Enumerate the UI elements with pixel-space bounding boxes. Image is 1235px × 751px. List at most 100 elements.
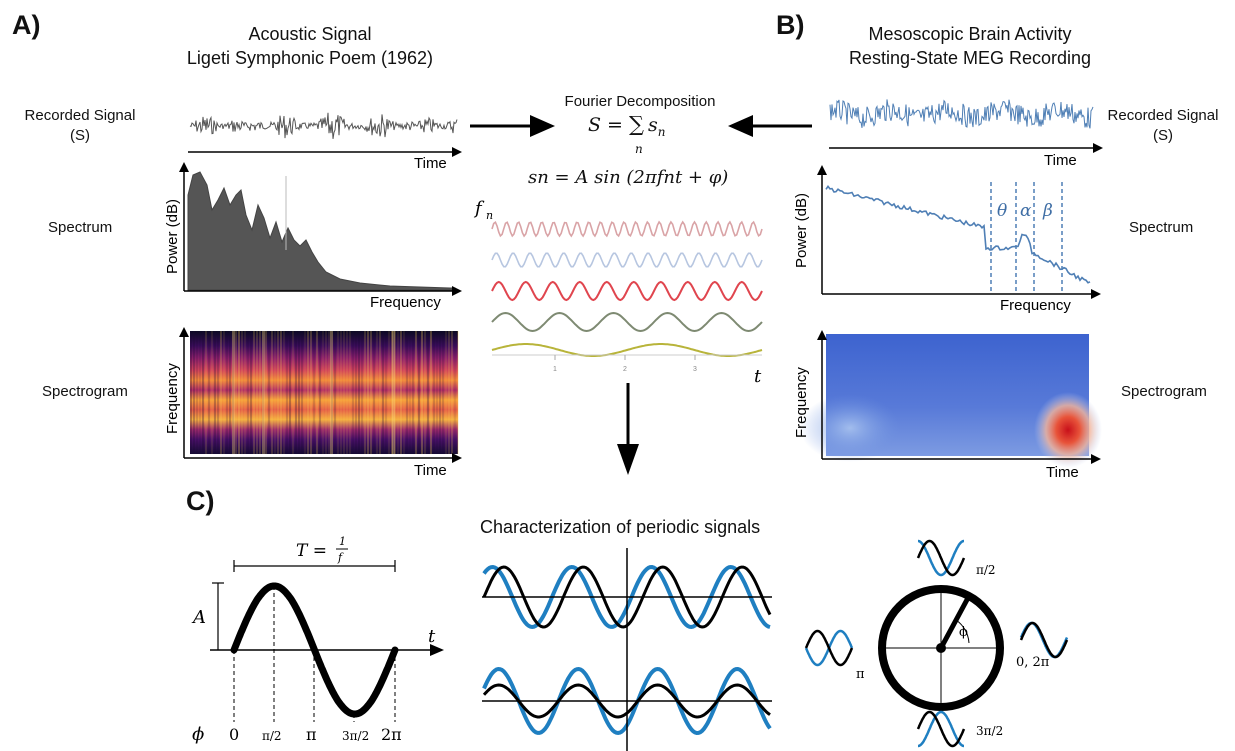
amplitude-label: A xyxy=(191,607,206,628)
spectrogram-column xyxy=(304,331,306,454)
spectrogram-column xyxy=(322,331,324,454)
panel-b-spectrogram-hot-spot xyxy=(1034,392,1102,468)
period-numerator: 1 xyxy=(339,535,346,548)
spectrogram-column xyxy=(238,331,240,454)
sine-t-label: t xyxy=(428,626,436,647)
spectrogram-column xyxy=(256,331,258,454)
fourier-eq1-lhs: S = xyxy=(588,114,630,136)
spectrogram-column xyxy=(331,331,333,454)
spectrogram-column xyxy=(262,331,264,454)
spectrogram-column xyxy=(268,331,270,454)
phase-dial-left-label: π xyxy=(856,667,865,682)
spectrogram-column xyxy=(214,331,216,454)
spectrogram-column xyxy=(337,331,339,454)
spectrogram-column xyxy=(439,331,441,454)
panel-b-signal-time-label: Time xyxy=(1044,152,1077,169)
spectrogram-column xyxy=(208,331,210,454)
spectrogram-column xyxy=(229,331,231,454)
period-label: T = xyxy=(296,541,327,561)
spectrogram-column xyxy=(370,331,372,454)
panel-a-spectrogram-x-label: Time xyxy=(414,462,447,479)
spectrogram-column xyxy=(328,331,330,454)
spectrogram-column xyxy=(334,331,336,454)
spectrogram-column xyxy=(418,331,420,454)
spectrogram-column xyxy=(358,331,360,454)
spectrogram-column xyxy=(454,331,456,454)
spectrogram-column xyxy=(391,331,393,454)
panel-b-signal-label-main: Recorded Signal xyxy=(1107,107,1219,124)
panel-a-spectrum-y-arrow xyxy=(179,162,189,172)
spectrogram-column xyxy=(397,331,399,454)
fourier-heading: Fourier Decomposition xyxy=(564,93,716,110)
spectrogram-column xyxy=(394,331,396,454)
period-denominator: f xyxy=(337,551,344,564)
panel-b-band-beta: β xyxy=(1042,201,1053,221)
panel-a-signal-label-main: Recorded Signal xyxy=(24,107,136,124)
spectrogram-column xyxy=(196,331,198,454)
spectrogram-column xyxy=(376,331,378,454)
panel-b-title-line2: Resting-State MEG Recording xyxy=(848,48,1092,68)
fourier-tick-label-3: 3 xyxy=(693,366,697,373)
spectrogram-column xyxy=(292,331,294,454)
panel-a-spectrogram-y-arrow xyxy=(179,327,189,337)
fourier-component-wave xyxy=(491,252,763,268)
dial-left-wave-black xyxy=(804,629,854,667)
phase-dial-angle-arc xyxy=(955,619,970,644)
spectrogram-column xyxy=(448,331,450,454)
spectrogram-column xyxy=(295,331,297,454)
spectrogram-column xyxy=(457,331,459,454)
spectrogram-column xyxy=(205,331,207,454)
sine-time-arrow xyxy=(430,644,444,656)
fourier-tick-label-1: 1 xyxy=(553,366,557,373)
panel-a-spectrum-y-label: Power (dB) xyxy=(164,199,181,274)
spectrogram-column xyxy=(382,331,384,454)
spectrogram-column xyxy=(442,331,444,454)
spectrogram-column xyxy=(274,331,276,454)
panel-a-title-line1: Acoustic Signal xyxy=(248,24,372,44)
panel-a-signal-label-sub: (S) xyxy=(70,127,90,144)
fourier-equation-2: sn = A sin (2πfnt + φ) xyxy=(528,167,729,188)
spectrogram-column xyxy=(283,331,285,454)
spectrogram-column xyxy=(415,331,417,454)
spectrogram-column xyxy=(259,331,261,454)
arrow-b-to-center-head xyxy=(728,115,753,137)
fourier-t-label: t xyxy=(754,366,762,387)
panel-a-spectrogram-image xyxy=(190,331,458,454)
spectrogram-column xyxy=(235,331,237,454)
spectrogram-column xyxy=(223,331,225,454)
spectrogram-column xyxy=(400,331,402,454)
panel-a-spectrogram-label: Spectrogram xyxy=(42,383,128,400)
spectrogram-column xyxy=(247,331,249,454)
spectrogram-column xyxy=(427,331,429,454)
dial-top-wave-blue xyxy=(917,539,965,577)
panel-b-signal-label: Recorded Signal (S) xyxy=(1098,106,1228,146)
panel-b-spectrum-trace xyxy=(825,185,1091,284)
panel-a-spectrum-x-arrow xyxy=(452,286,462,296)
panel-a-signal-trace xyxy=(189,112,458,139)
panel-c-title: Characterization of periodic signals xyxy=(480,517,761,537)
spectrogram-column xyxy=(241,331,243,454)
spectrogram-bright-column xyxy=(330,331,333,454)
spectrogram-column xyxy=(226,331,228,454)
spectrogram-column xyxy=(271,331,273,454)
panel-b-spectrogram-y-arrow xyxy=(817,330,827,340)
fourier-eq1-sum: ∑ xyxy=(629,112,645,136)
spectrogram-column xyxy=(310,331,312,454)
panel-a-signal-axis-arrow xyxy=(452,147,462,157)
panel-a-spectrum-label: Spectrum xyxy=(48,219,113,236)
fourier-eq1-term: s xyxy=(648,114,658,136)
dial-bottom-wave-blue xyxy=(917,710,965,748)
panel-a-signal-label: Recorded Signal (S) xyxy=(20,106,140,146)
spectrogram-column xyxy=(202,331,204,454)
spectrogram-column xyxy=(301,331,303,454)
panel-b-signal-trace xyxy=(829,99,1094,129)
